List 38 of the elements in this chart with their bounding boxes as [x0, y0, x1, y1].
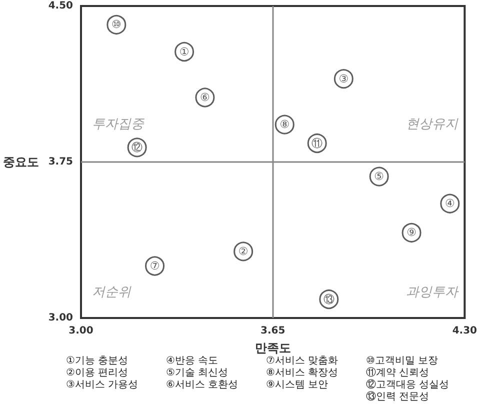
data-label: ⑥: [200, 91, 210, 104]
x-axis-title: 만족도: [254, 341, 291, 355]
y-axis-title: 중요도: [3, 155, 39, 169]
data-label: ⑪: [312, 136, 323, 150]
text: ⑨시스템 보안: [266, 380, 328, 390]
data-label: ⑧: [280, 118, 290, 132]
data-label: ⑨: [406, 226, 417, 240]
data-label: ①: [179, 45, 190, 58]
text: ⑪계약 신뢰성: [366, 366, 430, 378]
data-label: ⑬: [323, 292, 334, 306]
annotation: 과잉투자: [406, 285, 459, 300]
text: ⑬인력 전문성: [366, 390, 430, 402]
data-label: ②: [238, 244, 248, 258]
data-label: ⑤: [374, 170, 384, 184]
text: ①기능 충분성: [66, 356, 128, 366]
text: ⑧서비스 확장성: [266, 368, 338, 378]
x-tick-label: 4.30: [452, 326, 478, 336]
annotation: 현상유지: [406, 117, 459, 132]
y-tick-label: 3.75: [48, 156, 74, 168]
data-label: ④: [444, 197, 455, 210]
text: ②이용 편리성: [66, 368, 128, 378]
text: ⑥서비스 호환성: [166, 380, 238, 390]
x-tick-label: 3.00: [68, 326, 94, 336]
text: ⑦서비스 맞춤화: [266, 356, 338, 366]
text: ⑩고객비밀 보장: [366, 356, 438, 366]
text: ③서비스 가용성: [66, 380, 138, 390]
annotation: 저순위: [92, 285, 132, 300]
y-tick-label: 4.50: [48, 0, 74, 12]
data-label: ⑫: [132, 140, 143, 154]
data-label: ③: [338, 72, 349, 86]
text: ⑫고객대응 성실성: [366, 378, 450, 390]
y-tick-label: 3.00: [48, 312, 74, 324]
text: ④반응 속도: [166, 356, 218, 366]
data-label: ⑩: [111, 18, 122, 32]
x-tick-label: 3.65: [260, 326, 286, 336]
annotation: 투자집중: [92, 117, 145, 132]
data-label: ⑦: [150, 260, 160, 272]
text: ⑤기술 최신성: [166, 368, 228, 378]
